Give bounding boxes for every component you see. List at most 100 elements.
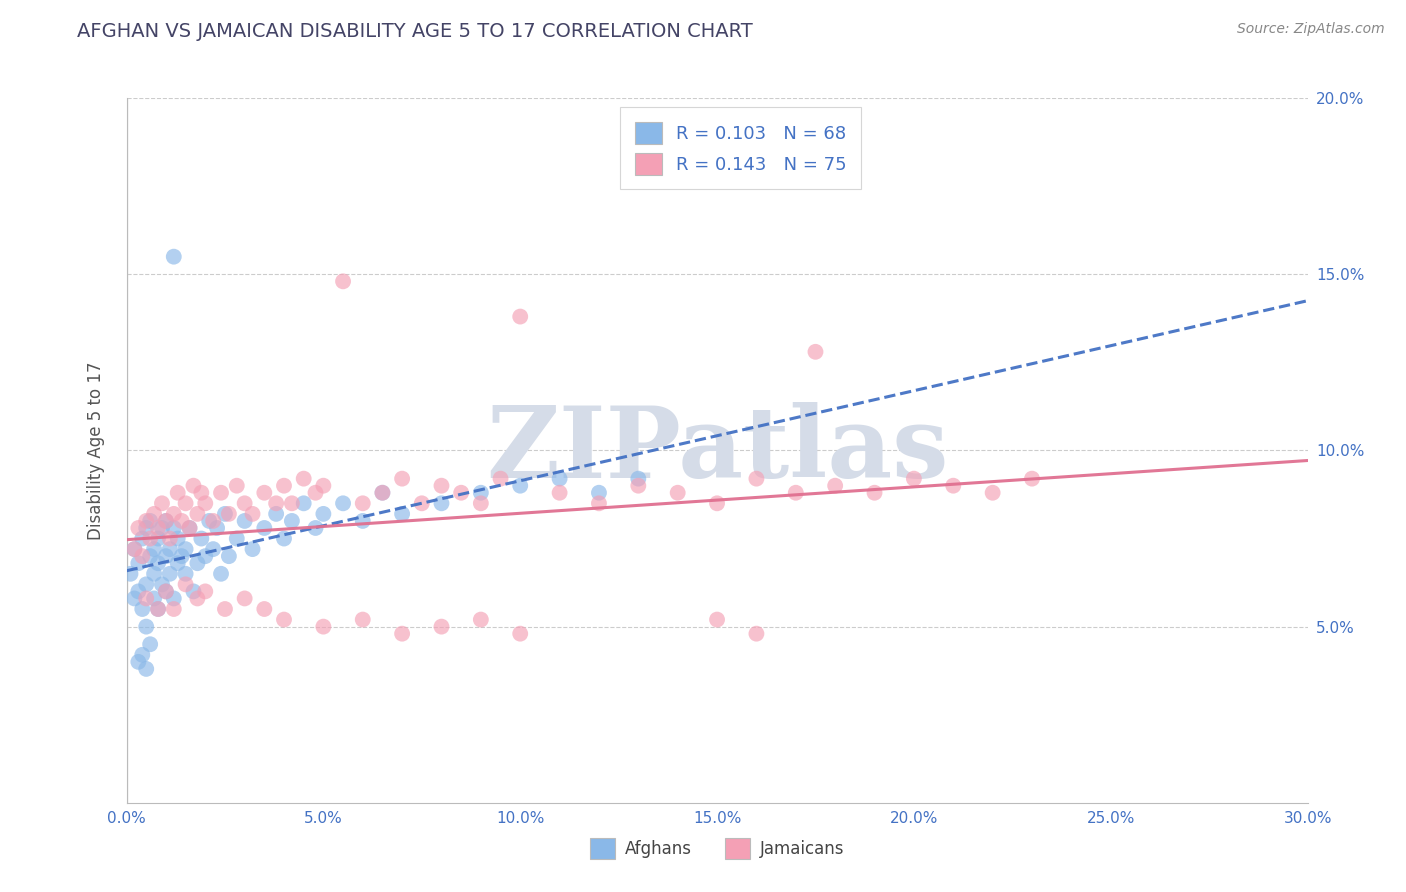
Point xyxy=(124,542,146,557)
Point xyxy=(430,478,453,492)
Point xyxy=(391,626,413,640)
Point xyxy=(198,514,221,528)
Point xyxy=(470,485,492,500)
Text: Source: ZipAtlas.com: Source: ZipAtlas.com xyxy=(1237,22,1385,37)
Point xyxy=(166,556,188,570)
Text: ZIPatlas: ZIPatlas xyxy=(486,402,948,499)
Point xyxy=(139,637,162,651)
Point xyxy=(163,602,186,616)
Point xyxy=(159,532,181,546)
Point xyxy=(155,584,177,599)
Point xyxy=(233,514,256,528)
Point xyxy=(127,655,149,669)
Point xyxy=(264,496,287,510)
Point xyxy=(470,496,492,510)
Point xyxy=(135,619,157,633)
Point xyxy=(179,521,201,535)
Point xyxy=(174,566,197,581)
Point xyxy=(155,514,177,528)
Point xyxy=(242,507,264,521)
Point xyxy=(242,542,264,557)
Point xyxy=(273,613,295,627)
Point xyxy=(312,619,335,633)
Point xyxy=(942,478,965,492)
Point xyxy=(352,514,374,528)
Point xyxy=(163,591,186,606)
Point xyxy=(163,250,186,264)
Point xyxy=(135,591,157,606)
Point xyxy=(155,584,177,599)
Point xyxy=(273,532,295,546)
Point xyxy=(304,485,326,500)
Point xyxy=(135,514,157,528)
Text: AFGHAN VS JAMAICAN DISABILITY AGE 5 TO 17 CORRELATION CHART: AFGHAN VS JAMAICAN DISABILITY AGE 5 TO 1… xyxy=(77,22,754,41)
Point xyxy=(225,532,247,546)
Point xyxy=(588,485,610,500)
Point xyxy=(146,556,169,570)
Point xyxy=(127,521,149,535)
Point xyxy=(146,532,169,546)
Point xyxy=(155,549,177,564)
Point xyxy=(332,274,354,288)
Point xyxy=(194,549,217,564)
Point xyxy=(146,602,169,616)
Point xyxy=(146,521,169,535)
Point xyxy=(135,577,157,591)
Point xyxy=(150,577,173,591)
Point xyxy=(179,521,201,535)
Point xyxy=(135,662,157,676)
Point xyxy=(150,521,173,535)
Point xyxy=(824,478,846,492)
Point xyxy=(273,478,295,492)
Point xyxy=(131,648,153,662)
Point xyxy=(903,472,925,486)
Point xyxy=(470,613,492,627)
Point xyxy=(159,566,181,581)
Point xyxy=(143,507,166,521)
Point xyxy=(174,542,197,557)
Point xyxy=(174,577,197,591)
Point xyxy=(143,591,166,606)
Point xyxy=(509,626,531,640)
Point xyxy=(304,521,326,535)
Point xyxy=(430,619,453,633)
Point xyxy=(214,507,236,521)
Point xyxy=(225,478,247,492)
Point xyxy=(124,591,146,606)
Point xyxy=(202,514,225,528)
Point xyxy=(127,584,149,599)
Point xyxy=(666,485,689,500)
Point xyxy=(391,507,413,521)
Point xyxy=(218,549,240,564)
Point xyxy=(186,591,208,606)
Point xyxy=(202,542,225,557)
Point xyxy=(139,532,162,546)
Point xyxy=(352,496,374,510)
Point xyxy=(312,507,335,521)
Point xyxy=(292,472,315,486)
Point xyxy=(745,472,768,486)
Point xyxy=(150,496,173,510)
Point xyxy=(174,496,197,510)
Point xyxy=(548,472,571,486)
Point xyxy=(627,478,650,492)
Point xyxy=(163,521,186,535)
Point xyxy=(863,485,886,500)
Point xyxy=(139,549,162,564)
Point xyxy=(981,485,1004,500)
Point xyxy=(371,485,394,500)
Point xyxy=(253,485,276,500)
Point xyxy=(430,496,453,510)
Point xyxy=(332,496,354,510)
Point xyxy=(139,514,162,528)
Point xyxy=(548,485,571,500)
Point xyxy=(183,584,205,599)
Point xyxy=(489,472,512,486)
Point xyxy=(627,472,650,486)
Point xyxy=(146,602,169,616)
Legend: Afghans, Jamaicans: Afghans, Jamaicans xyxy=(576,825,858,872)
Point xyxy=(166,532,188,546)
Point xyxy=(209,566,232,581)
Point xyxy=(292,496,315,510)
Point xyxy=(253,521,276,535)
